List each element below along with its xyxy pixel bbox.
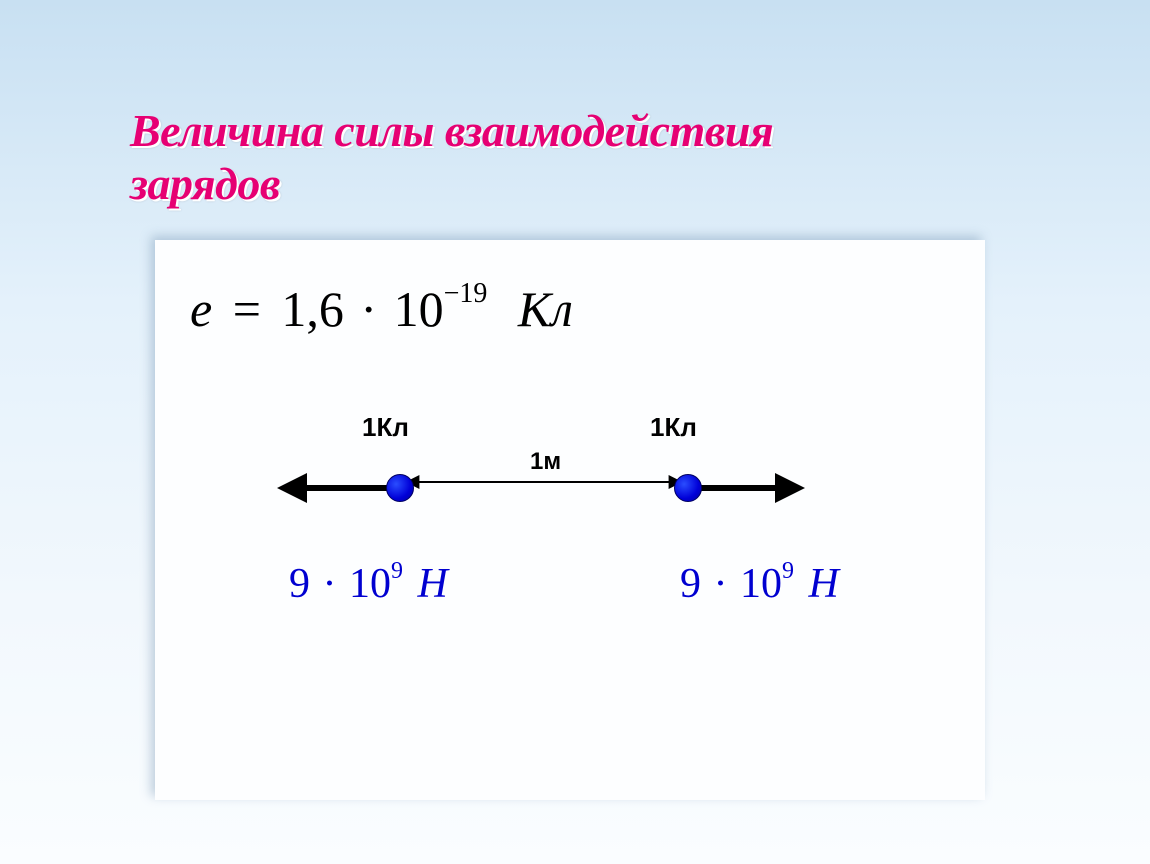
fl-unit: Н bbox=[418, 561, 448, 607]
force-value-left: 9 · 109 Н bbox=[289, 560, 448, 608]
fl-coeff: 9 bbox=[289, 561, 310, 607]
fl-exp: 9 bbox=[391, 558, 403, 584]
fr-dot: · bbox=[714, 561, 728, 607]
slide: Величина силы взаимодействия зарядов e =… bbox=[0, 0, 1150, 864]
force-value-right: 9 · 109 Н bbox=[680, 560, 839, 608]
fl-base: 10 bbox=[349, 561, 391, 607]
fr-unit: Н bbox=[809, 561, 839, 607]
force-diagram bbox=[0, 0, 1150, 864]
fr-exp: 9 bbox=[782, 558, 794, 584]
fr-coeff: 9 bbox=[680, 561, 701, 607]
fr-base: 10 bbox=[740, 561, 782, 607]
fl-dot: · bbox=[323, 561, 337, 607]
charge-right-dot bbox=[674, 474, 702, 502]
charge-left-dot bbox=[386, 474, 414, 502]
